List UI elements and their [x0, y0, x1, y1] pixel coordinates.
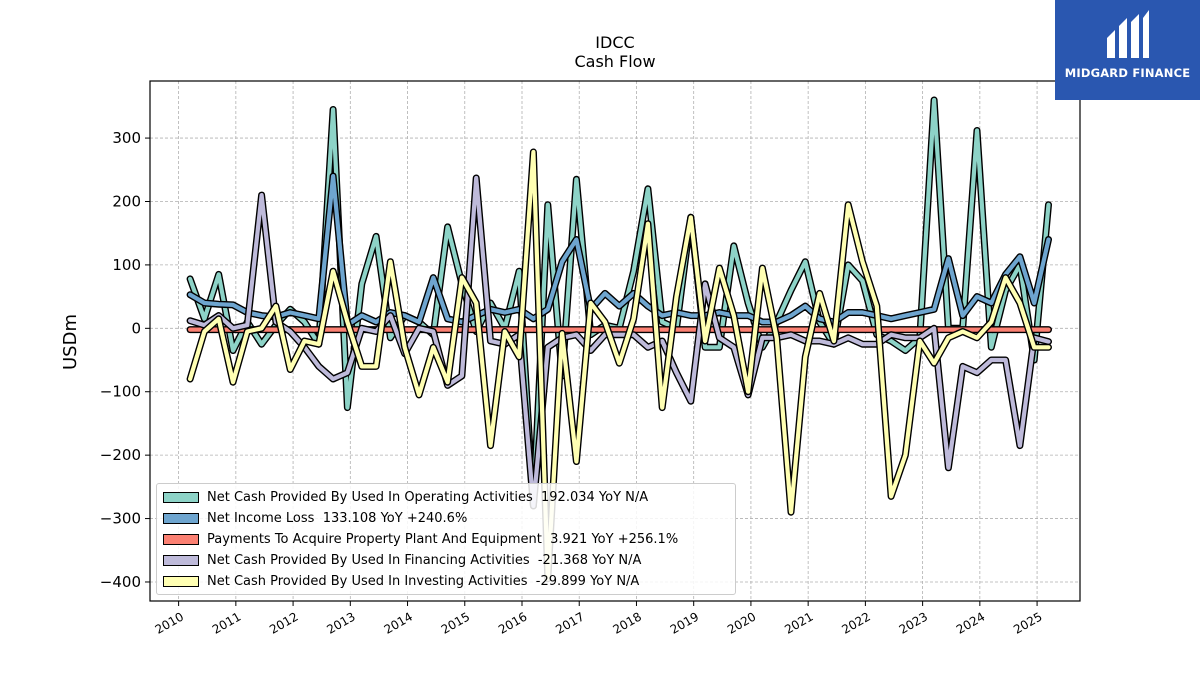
legend-swatch — [163, 534, 199, 545]
brand-logo: MIDGARD FINANCE — [1055, 0, 1200, 100]
legend-entry-investing: Net Cash Provided By Used In Investing A… — [163, 571, 729, 592]
series-line — [188, 149, 1051, 581]
legend-label: Net Cash Provided By Used In Investing A… — [207, 574, 640, 589]
x-tick-label: 2010 — [153, 609, 186, 636]
series-line — [188, 174, 1051, 328]
legend-entry-capex: Payments To Acquire Property Plant And E… — [163, 529, 729, 550]
y-tick-label: 200 — [112, 192, 141, 210]
x-tick-label: 2014 — [382, 609, 415, 636]
x-tick-label: 2012 — [267, 609, 300, 636]
brand-name: MIDGARD FINANCE — [1064, 66, 1191, 80]
plot-frame — [149, 80, 1081, 602]
x-tick-label: 2024 — [954, 609, 987, 636]
legend-entry-net-income: Net Income Loss 133.108 YoY +240.6% — [163, 508, 729, 529]
x-axis: 2010 2011 2012 2013 2014 2015 2016 2017 2018 2019… — [153, 601, 1045, 637]
chart-subtitle: Cash Flow — [574, 52, 655, 71]
chart-legend: Net Cash Provided By Used In Operating A… — [156, 483, 736, 595]
y-axis-label: USDm — [60, 314, 81, 370]
series-line — [188, 175, 1051, 508]
chart-title: IDCC — [595, 33, 634, 52]
legend-entry-operating: Net Cash Provided By Used In Operating A… — [163, 487, 729, 508]
x-tick-label: 2011 — [210, 609, 243, 636]
legend-swatch — [163, 513, 199, 524]
x-tick-label: 2021 — [782, 609, 815, 636]
x-tick-label: 2022 — [839, 609, 872, 636]
y-tick-label: 300 — [112, 129, 141, 147]
x-tick-label: 2023 — [897, 609, 930, 636]
brand-mark-icon — [1107, 10, 1149, 58]
y-tick-label: −300 — [100, 510, 141, 528]
legend-swatch — [163, 492, 199, 503]
series-layer — [186, 96, 1052, 583]
y-tick-label: −400 — [100, 573, 141, 591]
series-1 — [186, 172, 1052, 329]
legend-entry-financing: Net Cash Provided By Used In Financing A… — [163, 550, 729, 571]
y-axis: 300 200 100 0 −100 −200 −300 −400 — [100, 129, 150, 591]
legend-label: Net Income Loss 133.108 YoY +240.6% — [207, 511, 468, 526]
series-4 — [186, 148, 1052, 583]
x-tick-label: 2013 — [324, 609, 357, 636]
legend-label: Payments To Acquire Property Plant And E… — [207, 532, 679, 547]
x-tick-label: 2018 — [611, 609, 644, 636]
x-tick-label: 2020 — [725, 609, 758, 636]
y-tick-label: 0 — [131, 319, 141, 337]
x-tick-label: 2025 — [1011, 609, 1044, 636]
x-tick-label: 2019 — [668, 609, 701, 636]
legend-label: Net Cash Provided By Used In Financing A… — [207, 553, 642, 568]
y-tick-label: 100 — [112, 256, 141, 274]
x-tick-label: 2015 — [439, 609, 472, 636]
legend-swatch — [163, 555, 199, 566]
y-tick-label: −100 — [100, 383, 141, 401]
x-tick-label: 2016 — [496, 609, 529, 636]
series-3 — [186, 174, 1052, 510]
legend-swatch — [163, 576, 199, 587]
legend-label: Net Cash Provided By Used In Operating A… — [207, 490, 649, 505]
y-tick-label: −200 — [100, 446, 141, 464]
x-tick-label: 2017 — [553, 609, 586, 636]
